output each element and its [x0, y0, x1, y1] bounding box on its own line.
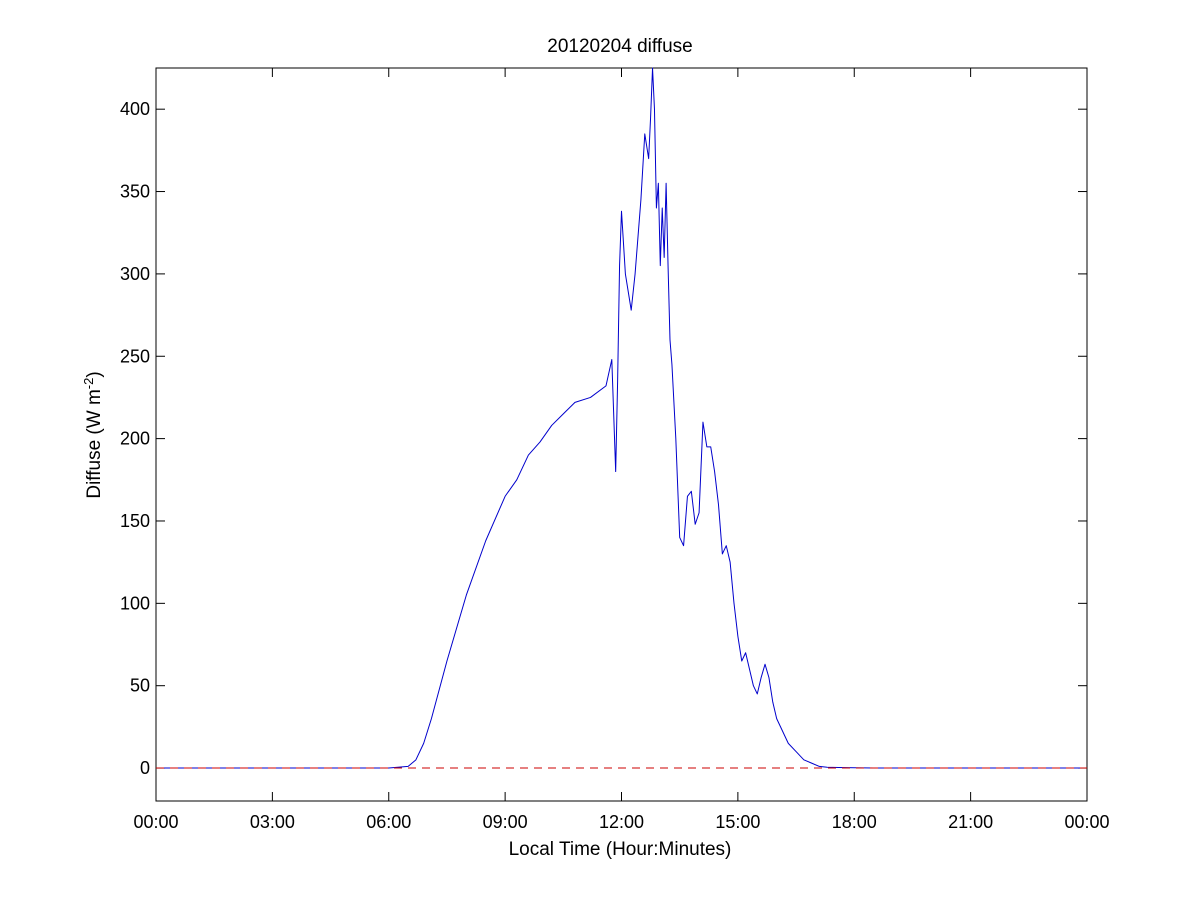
x-tick-label: 12:00 — [599, 812, 644, 832]
x-axis-ticks: 00:00 03:00 06:00 09:00 12:00 15:00 18:00 21:00… — [133, 68, 1110, 832]
x-axis-title: Local Time (Hour:Minutes) — [509, 839, 732, 860]
y-tick-label: 250 — [120, 346, 150, 366]
x-tick-label: 18:00 — [832, 812, 877, 832]
x-tick-label: 00:00 — [1064, 812, 1109, 832]
x-tick-label: 00:00 — [133, 812, 178, 832]
x-tick-label: 21:00 — [948, 812, 993, 832]
y-tick-label: 50 — [130, 676, 150, 696]
diffuse-series-line — [156, 67, 1087, 769]
y-axis-title-superscript: -2 — [81, 378, 96, 390]
y-tick-label: 300 — [120, 264, 150, 284]
y-tick-label: 150 — [120, 511, 150, 531]
series-layer — [156, 67, 1087, 769]
y-tick-label: 0 — [140, 758, 150, 778]
x-tick-label: 03:00 — [250, 812, 295, 832]
chart-title: 20120204 diffuse — [547, 36, 692, 57]
y-axis-title-end: ) — [84, 371, 105, 377]
y-tick-label: 350 — [120, 182, 150, 202]
y-axis-title-main: Diffuse (W m — [84, 389, 105, 498]
x-tick-label: 06:00 — [366, 812, 411, 832]
x-tick-label: 09:00 — [483, 812, 528, 832]
y-tick-label: 400 — [120, 99, 150, 119]
x-tick-label: 15:00 — [715, 812, 760, 832]
plot-area: 00:00 03:00 06:00 09:00 12:00 15:00 18:00 21:00… — [120, 67, 1110, 832]
y-axis-ticks: 0 50 100 150 200 250 300 350 400 — [120, 99, 1087, 778]
y-tick-label: 100 — [120, 593, 150, 613]
y-tick-label: 200 — [120, 429, 150, 449]
y-axis-title: Diffuse (W m-2) — [81, 371, 106, 498]
